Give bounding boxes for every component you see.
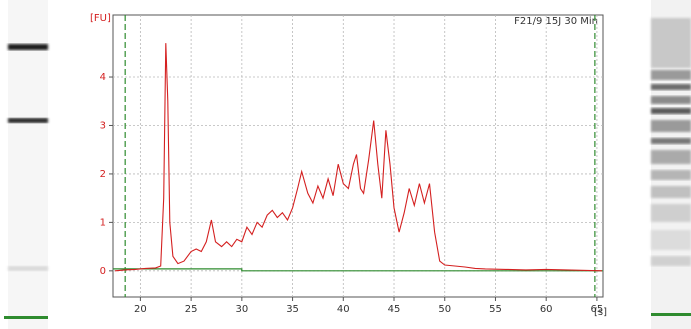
- band: [651, 170, 691, 180]
- band: [8, 44, 48, 50]
- x-tick-label: 40: [337, 304, 350, 315]
- screenshot: [FU] [s] F21/9 15J 30 Min 20253035404550…: [0, 0, 691, 329]
- band: [651, 150, 691, 164]
- band: [651, 108, 691, 114]
- plot-area: [113, 15, 603, 297]
- band: [651, 120, 691, 132]
- band: [651, 230, 691, 250]
- right-gel-lane: [651, 0, 691, 329]
- left-gel-lane: [4, 0, 48, 329]
- band: [651, 138, 691, 144]
- band: [8, 266, 48, 271]
- y-tick-label: 4: [100, 72, 106, 83]
- y-axis-label: [FU]: [90, 13, 111, 24]
- x-tick-label: 25: [185, 304, 198, 315]
- marker-band: [4, 316, 48, 319]
- marker-band: [651, 313, 691, 316]
- x-tick-label: 45: [388, 304, 401, 315]
- chart-title: F21/9 15J 30 Min: [514, 16, 598, 27]
- band: [651, 70, 691, 80]
- band: [651, 84, 691, 90]
- x-tick-label: 20: [134, 304, 147, 315]
- band: [8, 118, 48, 123]
- x-tick-label: 55: [489, 304, 502, 315]
- y-tick-label: 3: [100, 120, 106, 131]
- band: [651, 96, 691, 104]
- y-tick-label: 2: [100, 169, 106, 180]
- x-tick-label: 65: [591, 304, 604, 315]
- band: [651, 256, 691, 266]
- x-tick-label: 30: [235, 304, 248, 315]
- y-tick-label: 1: [100, 217, 106, 228]
- y-tick-label: 0: [100, 266, 106, 277]
- band: [651, 204, 691, 222]
- x-tick-label: 60: [540, 304, 553, 315]
- x-tick-label: 35: [286, 304, 299, 315]
- band: [651, 186, 691, 198]
- band: [651, 18, 691, 68]
- x-tick-label: 50: [438, 304, 451, 315]
